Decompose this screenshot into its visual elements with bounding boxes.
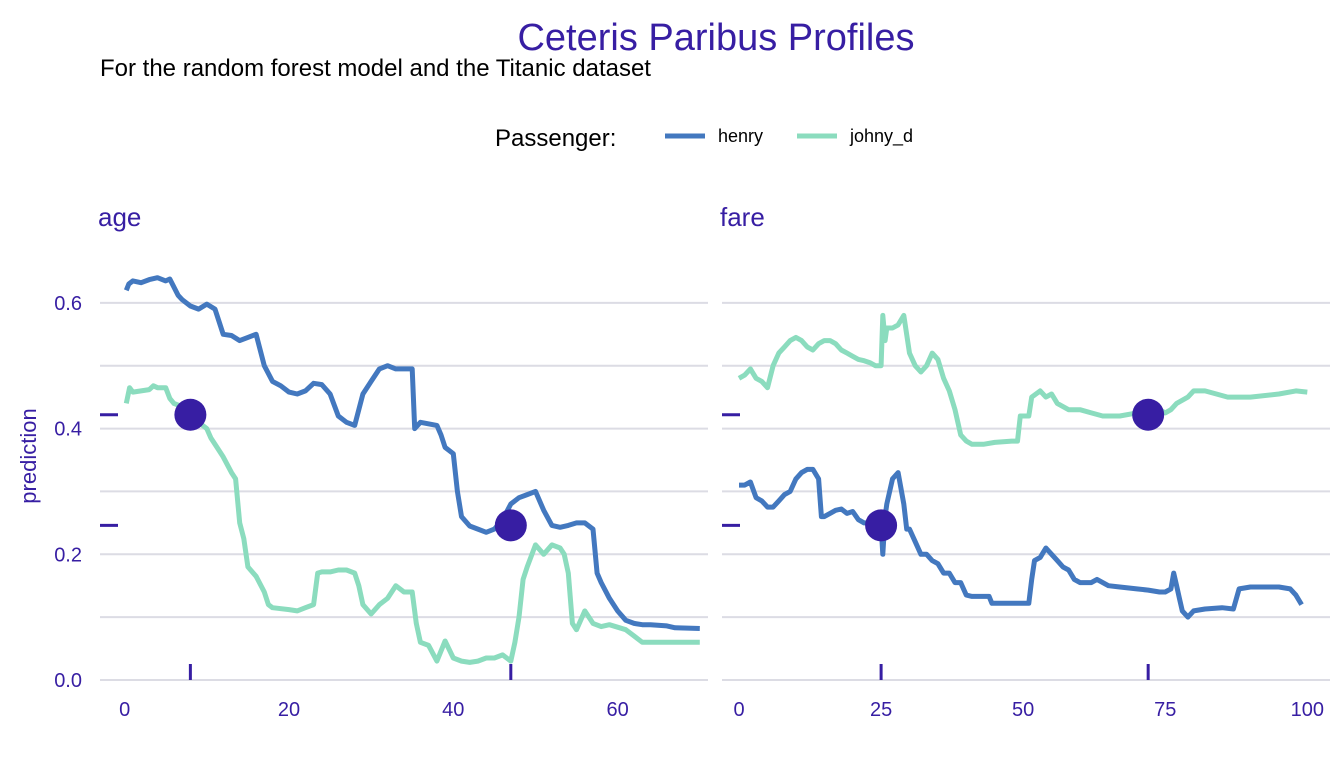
legend-label-henry: henry (718, 126, 763, 146)
observation-point-johny-d (174, 398, 207, 431)
x-tick-label: 20 (278, 699, 300, 721)
panel-fare: fare 0 25 50 75 100 (720, 202, 1330, 721)
x-tick-label: 0 (119, 699, 130, 721)
legend-title: Passenger: (495, 125, 616, 152)
series-line-henry (123, 275, 700, 631)
x-tick-label: 100 (1291, 699, 1324, 721)
x-tick-label: 40 (442, 699, 464, 721)
y-tick-label: 0.0 (54, 670, 82, 692)
x-tick-label: 25 (870, 699, 892, 721)
chart-subtitle: For the random forest model and the Tita… (100, 55, 651, 82)
y-tick-label: 0.6 (54, 293, 82, 315)
facet-label-fare: fare (720, 202, 765, 232)
y-tick-label: 0.4 (54, 419, 82, 441)
observation-point-henry (865, 509, 898, 542)
series-line-johny-d (737, 312, 1308, 447)
series-line-henry (739, 466, 1304, 620)
panel-age: age 0.0 0.2 0.4 0.6 0 20 40 60 (54, 202, 708, 721)
y-tick-label: 0.2 (54, 544, 82, 566)
legend-label-johny-d: johny_d (849, 126, 913, 147)
observation-point-henry (494, 509, 527, 542)
chart-title: Ceteris Paribus Profiles (517, 17, 914, 59)
x-tick-label: 75 (1154, 699, 1176, 721)
observation-point-johny-d (1132, 398, 1165, 431)
x-tick-label: 0 (733, 699, 744, 721)
y-axis-title: prediction (16, 408, 41, 503)
facet-label-age: age (98, 202, 141, 232)
x-tick-label: 50 (1012, 699, 1034, 721)
x-tick-label: 60 (606, 699, 628, 721)
legend: Passenger: henry johny_d (495, 125, 913, 152)
